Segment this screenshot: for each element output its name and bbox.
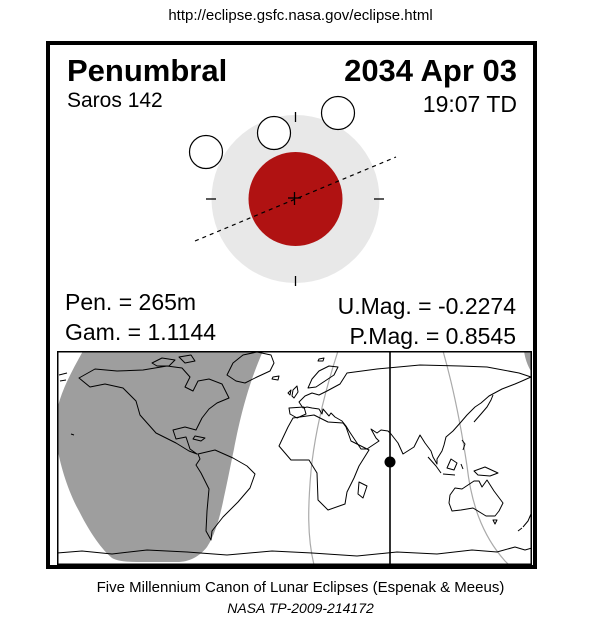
eclipse-time: 19:07 TD (422, 91, 517, 117)
penumbral-magnitude-stat: P.Mag. = 0.8545 (349, 323, 516, 349)
umbra-circle (248, 152, 343, 246)
gamma-stat: Gam. = 1.1144 (65, 319, 217, 345)
umbral-magnitude-stat: U.Mag. = -0.2274 (337, 293, 516, 319)
penumbral-limit-curve-west (308, 351, 339, 565)
sub-lunar-point-dot (384, 456, 396, 468)
eclipse-not-visible-region (57, 351, 263, 562)
penumbral-duration-stat: Pen. = 265m (65, 289, 197, 315)
eclipse-not-visible-region-wrap (524, 351, 532, 373)
eclipse-geometry-diagram (188, 95, 397, 286)
center-cross-marker (288, 192, 301, 205)
source-url-text: http://eclipse.gsfc.nasa.gov/eclipse.htm… (168, 7, 433, 24)
moon-position-circle-first (188, 134, 224, 170)
saros-label: Saros 142 (67, 89, 163, 112)
continent-coastlines (57, 351, 532, 557)
penumbral-limit-curve-east (442, 351, 510, 565)
map-frame (57, 351, 532, 565)
moon-position-circle-greatest (256, 115, 292, 151)
eclipse-type-title: Penumbral (67, 53, 228, 88)
cardinal-tick-marks (206, 112, 384, 286)
footer-report-number: NASA TP-2009-214172 (227, 600, 374, 616)
figure-border-box (46, 41, 537, 569)
footer-canon-title: Five Millennium Canon of Lunar Eclipses … (96, 579, 505, 596)
eclipse-date: 2034 Apr 03 (344, 53, 517, 88)
visibility-world-map (57, 351, 532, 565)
moon-position-circle-last (320, 95, 356, 131)
